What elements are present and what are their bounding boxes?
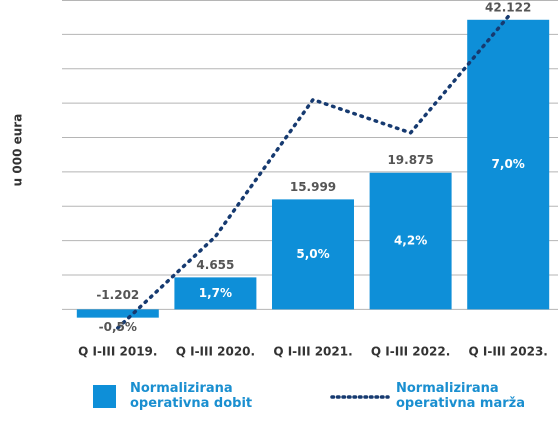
legend-item: Normalizirana operativna dobit [93,381,280,411]
x-tick-label: Q I-III 2022. [371,345,450,359]
bar-value-label: 15.999 [290,180,336,194]
line-value-label: 7,0% [492,157,525,171]
x-tick-label: Q I-III 2020. [176,345,255,359]
line [116,14,510,330]
line-value-label: 1,7% [199,286,232,300]
bar [272,199,354,310]
bar-value-label: 19.875 [387,153,433,167]
x-tick-label: Q I-III 2019. [78,345,157,359]
legend-swatch [330,395,390,399]
legend-swatch [93,384,116,408]
legend-label: Normalizirana operativna marža [396,381,526,411]
line-value-label: -0,5% [99,320,137,334]
y-axis-label: u 000 eura [11,114,25,187]
bar [467,19,550,310]
bar-value-label: -1.202 [96,288,139,302]
legend-item: Normalizirana operativna marža [330,381,556,411]
bar-value-label: 42.122 [485,0,531,14]
bar-value-label: 4.655 [196,258,234,272]
bar [369,172,452,310]
bar [174,277,257,310]
bar [76,309,159,318]
line-value-label: 5,0% [296,247,329,261]
x-tick-label: Q I-III 2021. [273,345,352,359]
x-tick-label: Q I-III 2023. [469,345,548,359]
legend-label: Normalizirana operativna dobit [130,381,253,411]
line-value-label: 4,2% [394,234,427,248]
